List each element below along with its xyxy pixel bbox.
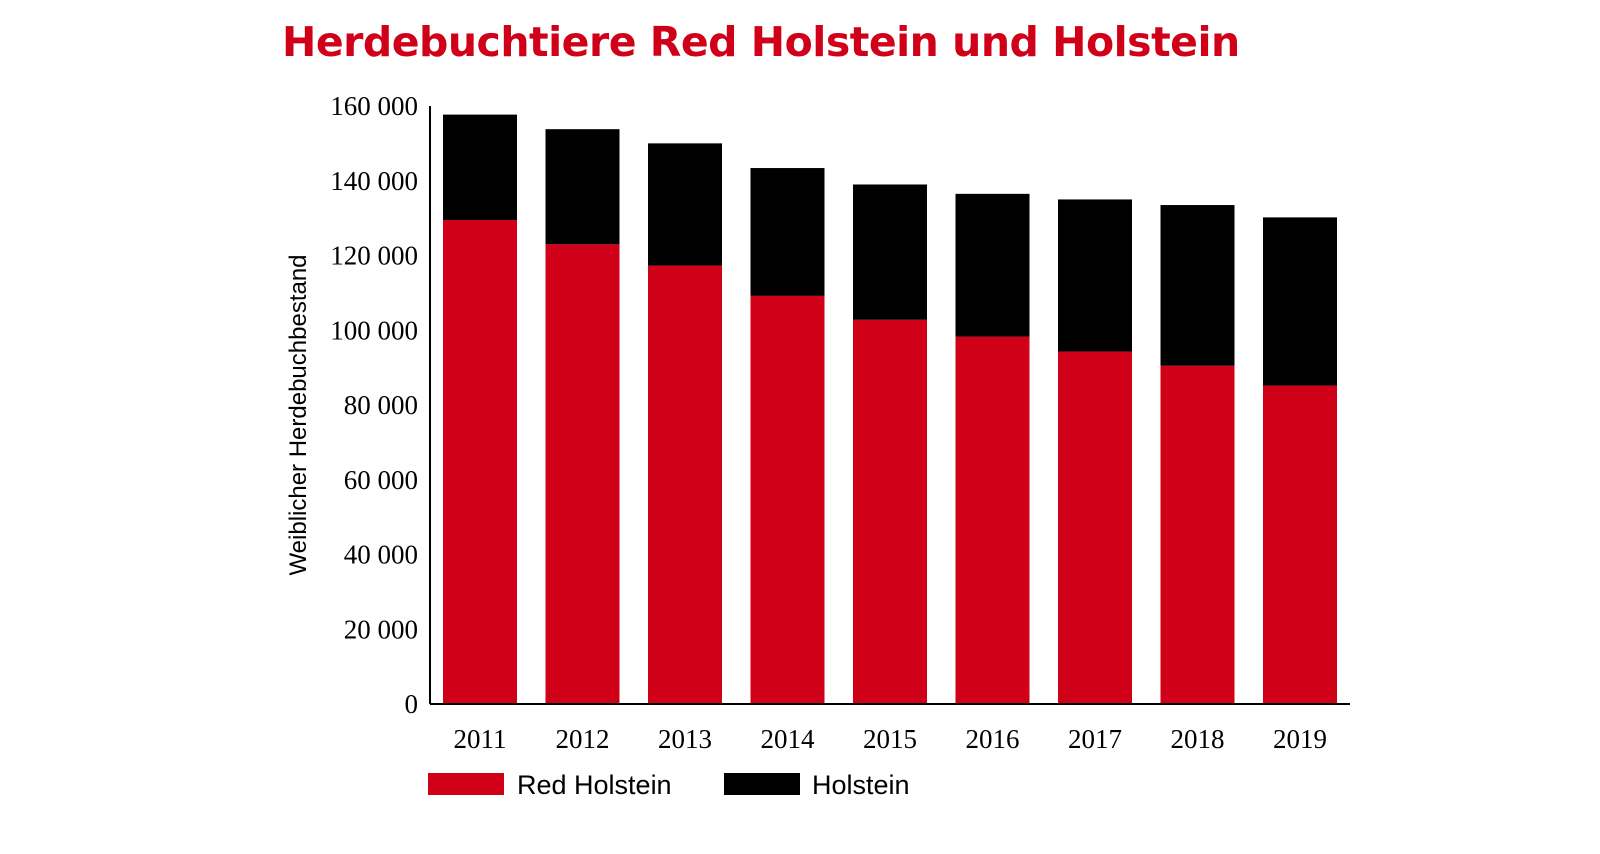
x-tick-label: 2011 [454,724,507,754]
bar-red-holstein-2012 [545,244,620,704]
y-tick-label: 100 000 [330,315,418,345]
bars-layer [443,114,1337,704]
bar-red-holstein-2018 [1160,365,1235,704]
y-tick-label: 40 000 [344,540,418,570]
x-tick-label: 2016 [966,724,1020,754]
bar-red-holstein-2017 [1058,351,1132,704]
x-tick-label: 2019 [1273,724,1327,754]
axes-layer [429,106,1350,705]
bar-holstein-2013 [648,143,722,266]
y-tick-label: 140 000 [330,166,418,196]
x-tick-label: 2013 [658,724,712,754]
legend: Red Holstein Holstein [428,770,910,800]
bar-red-holstein-2019 [1263,385,1337,704]
bar-red-holstein-2015 [853,319,927,704]
legend-swatch-red-holstein [428,773,504,795]
y-tick-label: 160 000 [330,91,418,121]
y-tick-label: 20 000 [344,614,418,644]
bar-holstein-2015 [853,184,927,320]
legend-swatch-holstein [724,773,800,795]
y-tick-labels: 0 20 000 40 000 60 000 80 000 100 000 120 000 1… [330,91,418,719]
y-tick-label: 120 000 [330,241,418,271]
bar-holstein-2019 [1263,217,1337,386]
bar-red-holstein-2013 [648,265,722,704]
legend-label-red-holstein: Red Holstein [517,770,672,800]
bar-holstein-2018 [1160,205,1235,366]
bar-red-holstein-2016 [955,336,1030,704]
y-tick-label: 80 000 [344,390,418,420]
bar-holstein-2012 [545,129,620,245]
x-tick-labels: 2011 2012 2013 2014 2015 2016 2017 2018 2019 [454,724,1328,754]
bar-holstein-2011 [443,114,517,220]
x-tick-label: 2018 [1171,724,1225,754]
bar-red-holstein-2014 [750,295,825,704]
y-tick-label: 60 000 [344,465,418,495]
bar-red-holstein-2011 [443,219,517,704]
legend-label-holstein: Holstein [812,770,910,800]
x-tick-label: 2012 [556,724,610,754]
bar-holstein-2014 [750,168,825,296]
chart-title: Herdebuchtiere Red Holstein und Holstein [282,18,1240,66]
x-tick-label: 2017 [1068,724,1122,754]
x-tick-label: 2015 [863,724,917,754]
y-axis-title: Weiblicher Herdebuchbestand [285,254,312,575]
bar-holstein-2017 [1058,199,1132,352]
x-tick-label: 2014 [761,724,816,754]
y-tick-label: 0 [405,689,419,719]
bar-holstein-2016 [955,193,1030,337]
